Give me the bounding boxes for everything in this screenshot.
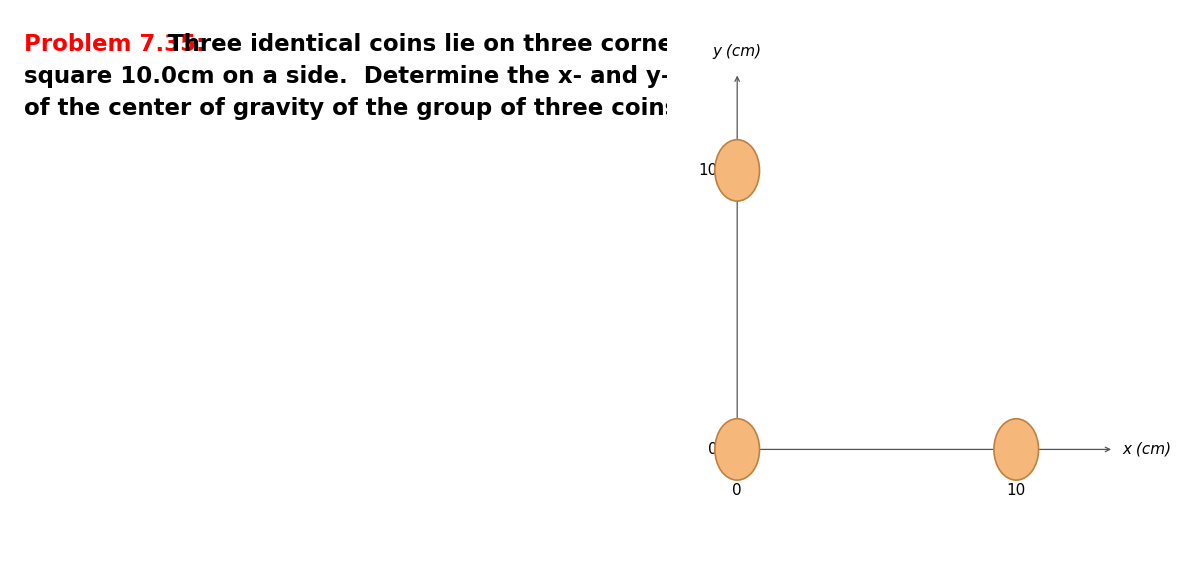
Text: 10: 10	[1007, 483, 1026, 498]
Ellipse shape	[714, 140, 759, 201]
Text: 0: 0	[709, 442, 718, 457]
Ellipse shape	[994, 418, 1039, 480]
Text: Three identical coins lie on three corners of a
square 10.0cm on a side.  Determ: Three identical coins lie on three corne…	[25, 33, 823, 120]
Text: 0: 0	[732, 483, 742, 498]
Text: x (cm): x (cm)	[1122, 442, 1172, 457]
Text: Problem 7.35:: Problem 7.35:	[25, 33, 205, 56]
Ellipse shape	[714, 418, 759, 480]
Text: 10: 10	[698, 163, 718, 178]
Text: y (cm): y (cm)	[712, 44, 762, 59]
